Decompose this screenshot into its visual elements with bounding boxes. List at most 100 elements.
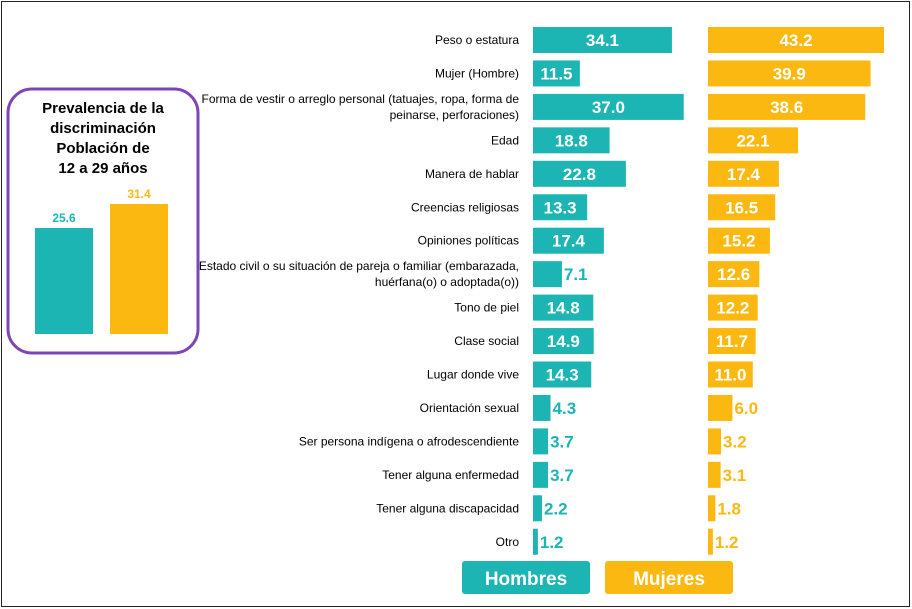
data-label-hombres: 3.7 — [550, 432, 574, 451]
bar-mujeres — [708, 160, 779, 187]
category-label-line: Tener alguna discapacidad — [376, 501, 519, 515]
inset-bar-mujeres — [110, 204, 168, 334]
bar-mujeres — [708, 27, 884, 53]
bar-hombres — [533, 194, 588, 221]
category-label-line: Otro — [496, 535, 520, 549]
category-label: Lugar donde vive — [427, 368, 519, 382]
category-label: Forma de vestir o arreglo personal (tatu… — [202, 92, 520, 122]
bar-hombres — [533, 428, 549, 455]
bar-hombres — [533, 294, 594, 321]
category-label: Manera de hablar — [425, 167, 519, 181]
data-label-mujeres: 1.2 — [715, 533, 739, 552]
category-label: Tono de piel — [454, 301, 519, 315]
data-label-hombres: 14.3 — [546, 366, 579, 385]
bar-hombres — [533, 528, 538, 555]
data-label-hombres: 3.7 — [550, 466, 574, 485]
data-label-mujeres: 11.7 — [716, 332, 748, 351]
data-label-hombres: 34.1 — [586, 31, 619, 50]
category-label-line: Orientación sexual — [420, 401, 519, 415]
bar-mujeres — [708, 495, 716, 522]
category-label: Clase social — [454, 334, 519, 348]
bar-hombres — [533, 394, 551, 421]
category-label: Tener alguna discapacidad — [376, 501, 519, 515]
data-label-mujeres: 16.5 — [725, 198, 758, 217]
bar-mujeres — [708, 194, 776, 221]
category-label-line: Clase social — [454, 334, 519, 348]
data-label-hombres: 11.5 — [540, 64, 572, 83]
data-label-mujeres: 39.9 — [773, 64, 806, 83]
category-label: Estado civil o su situación de pareja o … — [199, 259, 519, 289]
data-label-hombres: 14.9 — [547, 332, 580, 351]
category-label-line: Forma de vestir o arreglo personal (tatu… — [202, 92, 520, 106]
category-label-line: Opiniones políticas — [418, 234, 519, 248]
category-label-line: Edad — [491, 133, 519, 147]
bar-hombres — [533, 495, 542, 522]
data-label-hombres: 13.3 — [544, 198, 577, 217]
category-label-line: Ser persona indígena o afrodescendiente — [299, 434, 519, 448]
data-label-mujeres: 3.1 — [723, 466, 747, 485]
bar-mujeres — [708, 528, 713, 555]
inset-value-hombres: 25.6 — [52, 211, 76, 225]
inset-title-line: 12 a 29 años — [58, 160, 147, 177]
category-label: Orientación sexual — [420, 401, 519, 415]
bar-hombres — [533, 27, 672, 53]
category-label-line: Tono de piel — [454, 301, 519, 315]
inset-border — [6, 87, 200, 355]
category-label: Peso o estatura — [435, 33, 519, 47]
bar-mujeres — [708, 428, 722, 455]
bar-mujeres — [708, 461, 721, 488]
category-label: Otro — [496, 535, 520, 549]
category-label-line: Lugar donde vive — [427, 368, 519, 382]
data-label-hombres: 22.8 — [563, 165, 596, 184]
bar-mujeres — [708, 394, 733, 421]
legend-hombres-label: Hombres — [485, 569, 567, 590]
data-label-hombres: 4.3 — [553, 399, 577, 418]
bar-hombres — [533, 461, 549, 488]
data-label-hombres: 37.0 — [592, 98, 625, 117]
data-label-hombres: 7.1 — [564, 265, 588, 284]
bar-hombres — [533, 60, 580, 87]
bar-hombres — [533, 160, 626, 187]
data-label-mujeres: 43.2 — [779, 31, 812, 50]
category-label: Tener alguna enfermedad — [382, 468, 519, 482]
category-label-line: Manera de hablar — [425, 167, 519, 181]
bar-hombres — [533, 361, 592, 388]
category-label-line: Mujer (Hombre) — [435, 66, 519, 80]
category-label: Edad — [491, 133, 519, 147]
category-label: Ser persona indígena o afrodescendiente — [299, 434, 519, 448]
category-label: Mujer (Hombre) — [435, 66, 519, 80]
data-label-mujeres: 12.2 — [716, 299, 749, 318]
category-label-line: peinarse, perforaciones) — [390, 108, 519, 122]
inset-value-mujeres: 31.4 — [127, 187, 151, 201]
inset-title-line: Prevalencia de la — [42, 100, 164, 117]
bar-mujeres — [708, 93, 866, 120]
data-label-mujeres: 15.2 — [722, 232, 755, 251]
bar-hombres — [533, 127, 610, 154]
bar-hombres — [533, 227, 604, 254]
bar-mujeres — [708, 127, 799, 154]
category-label-line: Estado civil o su situación de pareja o … — [199, 259, 519, 273]
inset-title-line: discriminación — [50, 120, 156, 137]
legend-mujeres-label: Mujeres — [633, 569, 705, 590]
bar-mujeres — [708, 261, 760, 288]
inset-bar-hombres — [35, 228, 93, 334]
inset-title-line: Población de — [56, 140, 149, 157]
data-label-mujeres: 12.6 — [717, 265, 750, 284]
category-label-line: huérfana(o) o adoptada(o)) — [375, 275, 519, 289]
bar-mujeres — [708, 294, 758, 321]
data-label-mujeres: 3.2 — [723, 432, 747, 451]
bar-hombres — [533, 328, 594, 355]
data-label-hombres: 1.2 — [540, 533, 564, 552]
data-label-mujeres: 11.0 — [714, 366, 746, 385]
bar-mujeres — [708, 328, 756, 355]
data-label-mujeres: 22.1 — [736, 131, 769, 150]
bar-hombres — [533, 93, 684, 120]
data-label-mujeres: 17.4 — [727, 165, 761, 184]
category-label-line: Peso o estatura — [435, 33, 519, 47]
legend-mujeres-swatch — [605, 561, 733, 594]
data-label-hombres: 17.4 — [552, 232, 586, 251]
data-label-mujeres: 6.0 — [734, 399, 758, 418]
category-label: Creencias religiosas — [411, 200, 519, 214]
data-label-hombres: 2.2 — [544, 499, 568, 518]
